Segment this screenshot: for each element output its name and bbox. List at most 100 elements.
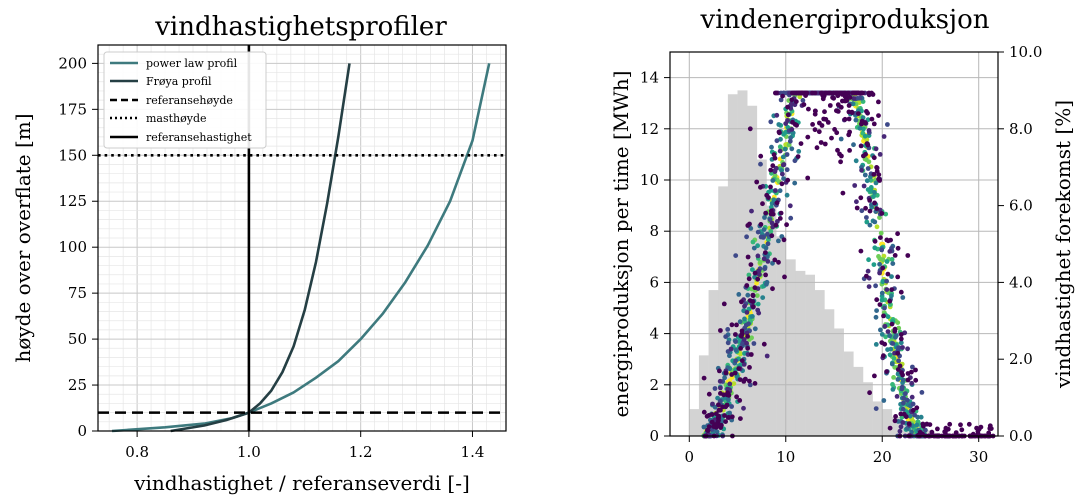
- scatter-point: [943, 429, 948, 434]
- scatter-point: [781, 237, 787, 243]
- scatter-point: [935, 426, 940, 432]
- scatter-point: [881, 134, 887, 139]
- scatter-point: [738, 346, 743, 351]
- legend-box: [103, 51, 267, 149]
- scatter-point: [873, 314, 879, 320]
- scatter-point: [862, 172, 868, 178]
- scatter-point: [910, 364, 915, 370]
- scatter-point: [784, 152, 790, 157]
- scatter-point: [799, 90, 805, 96]
- scatter-point: [701, 424, 707, 430]
- scatter-point: [755, 276, 761, 282]
- histogram-bar: [795, 270, 806, 436]
- scatter-point: [893, 414, 898, 419]
- scatter-point: [778, 97, 784, 103]
- scatter-point: [877, 256, 883, 262]
- scatter-point: [810, 122, 815, 127]
- scatter-point: [889, 274, 894, 279]
- scatter-point: [720, 404, 725, 410]
- scatter-point: [959, 427, 965, 433]
- scatter-point: [754, 293, 760, 298]
- scatter-point: [765, 231, 770, 237]
- right-y-tick-label: 10.0: [1009, 43, 1042, 61]
- scatter-point: [900, 345, 905, 350]
- scatter-point: [838, 136, 844, 142]
- scatter-point: [864, 178, 870, 184]
- profile-chart-x-label: vindhastighet / referanseverdi [-]: [133, 471, 470, 495]
- scatter-point: [859, 121, 864, 127]
- scatter-point: [900, 372, 905, 378]
- scatter-point: [737, 377, 743, 382]
- scatter-point: [788, 215, 794, 221]
- histogram-bar: [824, 309, 835, 436]
- scatter-point: [785, 177, 791, 183]
- scatter-point: [978, 424, 984, 430]
- scatter-point: [777, 130, 782, 136]
- scatter-point: [798, 141, 804, 147]
- scatter-point: [901, 400, 906, 406]
- scatter-point: [918, 414, 924, 420]
- histogram-bar: [737, 90, 748, 437]
- scatter-point: [755, 229, 761, 235]
- scatter-point: [757, 272, 762, 277]
- scatter-point: [821, 116, 827, 122]
- scatter-point: [701, 409, 707, 415]
- scatter-point: [896, 345, 902, 351]
- scatter-point: [761, 341, 767, 347]
- scatter-point: [769, 201, 775, 206]
- legend-label-froya: Frøya profil: [146, 75, 212, 88]
- scatter-point: [770, 286, 775, 292]
- scatter-point: [866, 284, 872, 289]
- scatter-point: [739, 328, 745, 334]
- scatter-point: [772, 173, 778, 178]
- scatter-point: [847, 95, 853, 100]
- scatter-point: [725, 340, 731, 346]
- scatter-point: [718, 385, 723, 391]
- scatter-point: [900, 377, 906, 383]
- scatter-point: [894, 394, 900, 399]
- scatter-point: [705, 428, 711, 433]
- y-tick-label: 50: [68, 330, 87, 348]
- scatter-point: [869, 116, 875, 122]
- scatter-point: [716, 407, 722, 413]
- profile-chart-x-ticks: 0.8 1.0 1.2 1.4: [125, 431, 484, 461]
- scatter-point: [877, 302, 883, 307]
- scatter-point: [864, 141, 870, 147]
- scatter-point: [793, 99, 799, 104]
- scatter-point: [898, 336, 904, 342]
- scatter-point: [909, 380, 915, 386]
- scatter-point: [889, 293, 894, 299]
- profile-chart-y-label: høyde over overflate [m]: [11, 113, 35, 362]
- scatter-point: [758, 222, 764, 227]
- scatter-point: [877, 215, 882, 221]
- scatter-point: [777, 216, 783, 221]
- scatter-point: [740, 341, 745, 347]
- scatter-point: [895, 231, 900, 237]
- scatter-point: [763, 250, 768, 256]
- scatter-point: [822, 141, 828, 147]
- scatter-point: [772, 257, 778, 263]
- scatter-point: [858, 143, 864, 149]
- scatter-point: [892, 253, 898, 258]
- scatter-point: [891, 375, 896, 380]
- y-tick-label: 2: [649, 376, 659, 394]
- scatter-point: [764, 279, 770, 285]
- y-tick-label: 10: [640, 171, 659, 189]
- scatter-point: [751, 245, 757, 251]
- scatter-point: [782, 146, 788, 152]
- scatter-point: [884, 369, 889, 374]
- scatter-point: [762, 215, 767, 220]
- y-tick-label: 125: [58, 192, 87, 210]
- scatter-point: [820, 96, 826, 102]
- scatter-point: [758, 153, 764, 159]
- scatter-point: [805, 175, 811, 181]
- scatter-point: [858, 90, 864, 96]
- scatter-point: [827, 103, 833, 108]
- scatter-point: [895, 367, 901, 372]
- histogram-bar: [785, 259, 796, 436]
- scatter-point: [879, 297, 885, 303]
- scatter-point: [709, 412, 715, 417]
- scatter-point: [873, 180, 879, 186]
- scatter-point: [899, 386, 905, 392]
- scatter-point: [800, 98, 806, 103]
